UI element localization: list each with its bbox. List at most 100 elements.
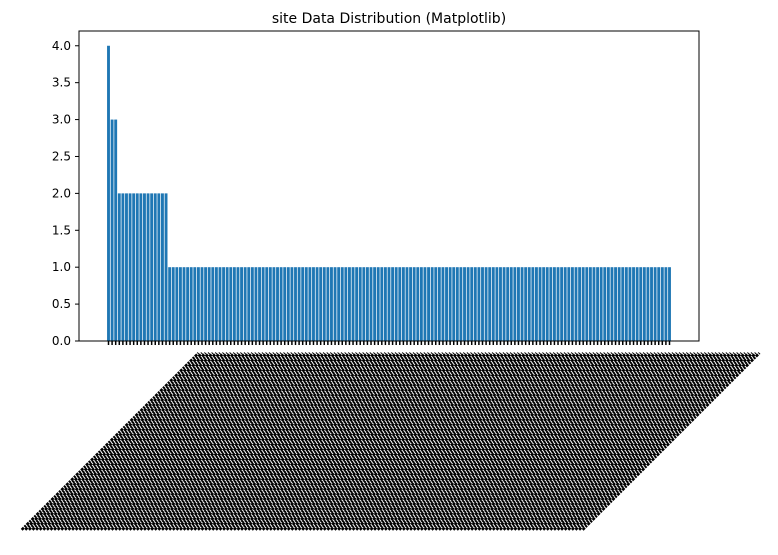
bar bbox=[373, 267, 377, 341]
bar bbox=[603, 267, 607, 341]
bar bbox=[333, 267, 337, 341]
x-tick-label bbox=[578, 352, 757, 531]
y-tick-label: 3.0 bbox=[52, 113, 71, 127]
bar bbox=[473, 267, 477, 341]
bar bbox=[236, 267, 240, 341]
x-tick-label bbox=[204, 352, 383, 531]
x-tick-label bbox=[488, 352, 667, 531]
x-tick-label bbox=[283, 352, 462, 531]
bar bbox=[150, 193, 154, 341]
bar bbox=[268, 267, 272, 341]
x-tick-label bbox=[240, 352, 419, 531]
x-tick-label bbox=[495, 352, 675, 531]
bar bbox=[312, 267, 315, 341]
x-tick-label bbox=[491, 352, 671, 531]
x-tick-label bbox=[315, 352, 495, 531]
x-tick-label bbox=[250, 352, 430, 531]
x-tick-label bbox=[549, 352, 729, 531]
x-tick-label bbox=[171, 352, 351, 531]
bar bbox=[204, 267, 208, 341]
bar bbox=[164, 193, 168, 341]
bar bbox=[128, 193, 132, 341]
x-tick-label bbox=[186, 352, 365, 531]
x-tick-label bbox=[71, 352, 250, 531]
y-tick-label: 2.0 bbox=[52, 186, 71, 200]
x-tick-label bbox=[545, 352, 725, 531]
bar bbox=[409, 267, 413, 341]
x-tick-label bbox=[143, 352, 322, 531]
x-tick-label bbox=[225, 352, 405, 531]
x-tick-label bbox=[85, 352, 265, 531]
x-tick-label bbox=[459, 352, 639, 531]
x-tick-label bbox=[319, 352, 498, 531]
bar bbox=[362, 267, 366, 341]
bar bbox=[563, 267, 567, 341]
x-tick-label bbox=[268, 352, 448, 531]
x-tick-label bbox=[366, 352, 545, 531]
bar bbox=[628, 267, 632, 341]
bar bbox=[326, 267, 330, 341]
x-tick-label bbox=[574, 352, 754, 531]
x-tick-label bbox=[405, 352, 585, 531]
bar bbox=[301, 267, 305, 341]
bar bbox=[502, 267, 506, 341]
bar bbox=[243, 267, 247, 341]
bar bbox=[416, 267, 420, 341]
x-tick-label bbox=[153, 352, 333, 531]
bar bbox=[412, 267, 416, 341]
bar bbox=[542, 267, 546, 341]
x-tick-label bbox=[351, 352, 531, 531]
bar bbox=[319, 267, 323, 341]
x-tick-label bbox=[409, 352, 588, 531]
x-tick-label bbox=[509, 352, 689, 531]
bar bbox=[585, 267, 589, 341]
bar bbox=[668, 267, 671, 341]
x-tick-label bbox=[570, 352, 750, 531]
x-tick-label bbox=[383, 352, 563, 531]
x-tick-label bbox=[200, 352, 380, 531]
bar bbox=[247, 267, 251, 341]
x-tick-label bbox=[24, 352, 204, 531]
x-tick-label bbox=[524, 352, 703, 531]
x-tick-label bbox=[373, 352, 552, 531]
bar bbox=[315, 267, 319, 341]
bar bbox=[477, 267, 481, 341]
x-tick-label bbox=[247, 352, 427, 531]
x-tick-label bbox=[455, 352, 635, 531]
x-tick-label bbox=[125, 352, 304, 531]
x-axis-ticks bbox=[107, 341, 671, 345]
x-tick-label bbox=[538, 352, 718, 531]
x-tick-label bbox=[243, 352, 423, 531]
plot-frame bbox=[78, 30, 700, 342]
bar bbox=[578, 267, 582, 341]
bar bbox=[506, 267, 510, 341]
bar bbox=[193, 267, 197, 341]
bar bbox=[448, 267, 452, 341]
bar bbox=[560, 267, 564, 341]
bar bbox=[653, 267, 657, 341]
bar bbox=[621, 267, 625, 341]
bar bbox=[225, 267, 229, 341]
bar bbox=[337, 267, 341, 341]
x-tick-label bbox=[484, 352, 664, 531]
bar bbox=[660, 267, 664, 341]
x-tick-label bbox=[452, 352, 631, 531]
bar bbox=[524, 267, 528, 341]
bar bbox=[488, 267, 492, 341]
bar bbox=[632, 267, 635, 341]
bar bbox=[258, 267, 261, 341]
bar bbox=[574, 267, 578, 341]
x-tick-label bbox=[114, 352, 293, 531]
y-tick-label: 0.5 bbox=[52, 297, 71, 311]
x-tick-label bbox=[139, 352, 319, 531]
x-tick-label bbox=[193, 352, 373, 531]
bar bbox=[254, 267, 258, 341]
bar bbox=[232, 267, 236, 341]
x-tick-label bbox=[560, 352, 739, 531]
bar bbox=[599, 267, 603, 341]
bar bbox=[365, 267, 369, 341]
bar bbox=[107, 45, 110, 341]
bar bbox=[470, 267, 474, 341]
bar bbox=[499, 267, 502, 341]
